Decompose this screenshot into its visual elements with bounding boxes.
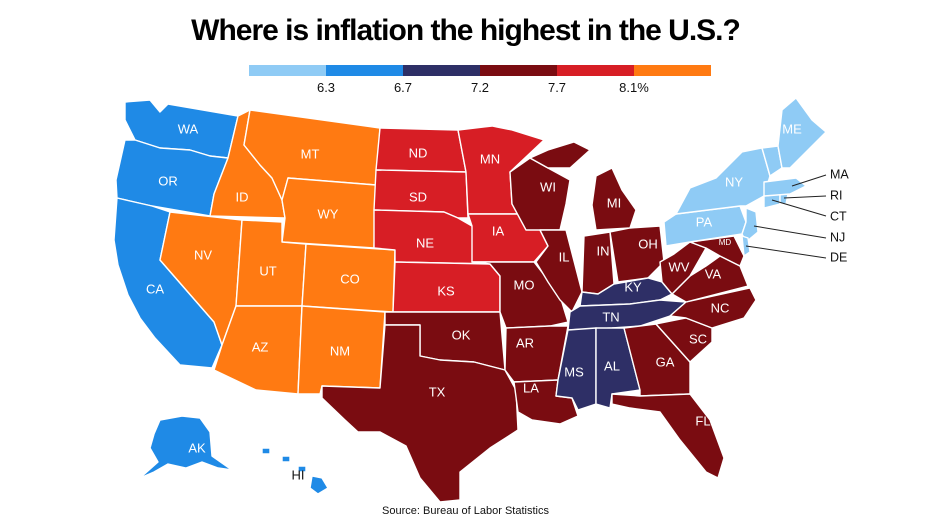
state-ak[interactable] bbox=[139, 415, 233, 479]
label-ma: MA bbox=[830, 167, 849, 181]
label-nc: NC bbox=[711, 300, 730, 315]
legend-tick-3: 7.2 bbox=[470, 80, 490, 95]
label-de: DE bbox=[830, 250, 847, 264]
label-nd: ND bbox=[409, 145, 428, 160]
label-ne: NE bbox=[416, 235, 434, 250]
label-ok: OK bbox=[452, 327, 471, 342]
state-hi-kauai[interactable] bbox=[261, 447, 271, 455]
state-hi-oahu[interactable] bbox=[281, 455, 291, 463]
state-tx[interactable] bbox=[321, 324, 519, 503]
label-nv: NV bbox=[194, 247, 212, 262]
state-ny[interactable] bbox=[675, 147, 771, 215]
label-sd: SD bbox=[409, 189, 427, 204]
state-md[interactable] bbox=[689, 235, 745, 267]
legend-swatch-2 bbox=[326, 65, 403, 76]
label-oh: OH bbox=[638, 236, 658, 251]
label-tn: TN bbox=[602, 309, 619, 324]
leader-ma bbox=[791, 174, 827, 187]
color-scale-legend bbox=[249, 65, 711, 76]
state-ma[interactable] bbox=[763, 177, 807, 197]
label-sc: SC bbox=[689, 331, 707, 346]
map-title: Where is inflation the highest in the U.… bbox=[191, 14, 741, 47]
label-wy: WY bbox=[318, 206, 339, 221]
label-ms: MS bbox=[564, 364, 584, 379]
label-mn: MN bbox=[480, 151, 500, 166]
label-nj: NJ bbox=[830, 230, 845, 244]
label-az: AZ bbox=[252, 339, 269, 354]
state-mi-up[interactable] bbox=[529, 141, 591, 169]
label-tx: TX bbox=[429, 384, 446, 399]
label-pa: PA bbox=[696, 214, 713, 229]
label-mi: MI bbox=[607, 195, 621, 210]
leader-de bbox=[745, 245, 827, 259]
legend-swatch-1 bbox=[249, 65, 326, 76]
legend-tick-labels: 6.3 6.7 7.2 7.7 8.1% bbox=[249, 80, 711, 100]
leader-ri bbox=[783, 195, 827, 199]
label-nm: NM bbox=[330, 343, 350, 358]
label-id: ID bbox=[236, 189, 249, 204]
label-hi: HI bbox=[292, 467, 305, 482]
label-in: IN bbox=[597, 243, 610, 258]
label-ks: KS bbox=[437, 283, 455, 298]
label-ca: CA bbox=[146, 281, 164, 296]
label-ct: CT bbox=[830, 209, 847, 223]
label-ri: RI bbox=[830, 188, 843, 202]
label-ga: GA bbox=[656, 354, 675, 369]
label-co: CO bbox=[340, 271, 360, 286]
label-ia: IA bbox=[492, 223, 505, 238]
state-hi-big[interactable] bbox=[309, 475, 329, 495]
label-ky: KY bbox=[624, 279, 642, 294]
label-ut: UT bbox=[259, 263, 276, 278]
label-me: ME bbox=[782, 121, 802, 136]
state-ar[interactable] bbox=[504, 325, 569, 383]
state-wv[interactable] bbox=[659, 241, 707, 295]
label-ny: NY bbox=[725, 174, 743, 189]
legend-swatch-4 bbox=[480, 65, 557, 76]
state-il[interactable] bbox=[535, 229, 583, 313]
label-wa: WA bbox=[178, 121, 199, 136]
label-mt: MT bbox=[301, 146, 320, 161]
legend-swatch-5 bbox=[557, 65, 634, 76]
label-la: LA bbox=[523, 380, 539, 395]
source-note: Source: Bureau of Labor Statistics bbox=[382, 505, 549, 517]
label-md: MD bbox=[719, 238, 732, 247]
label-ak: AK bbox=[188, 440, 206, 455]
label-wi: WI bbox=[540, 179, 556, 194]
label-va: VA bbox=[705, 266, 722, 281]
state-mi[interactable] bbox=[591, 167, 637, 231]
label-al: AL bbox=[604, 358, 620, 373]
state-fl[interactable] bbox=[611, 393, 725, 479]
label-fl: FL bbox=[695, 413, 710, 428]
leader-ct bbox=[771, 199, 827, 217]
legend-tick-1: 6.3 bbox=[316, 80, 336, 95]
label-or: OR bbox=[158, 173, 178, 188]
state-sc[interactable] bbox=[655, 317, 713, 363]
legend-swatch-6 bbox=[634, 65, 711, 76]
label-wv: WV bbox=[669, 259, 690, 274]
state-oh[interactable] bbox=[609, 225, 665, 283]
legend-tick-2: 6.7 bbox=[393, 80, 413, 95]
state-me[interactable] bbox=[777, 97, 827, 169]
state-hi-maui[interactable] bbox=[297, 465, 307, 473]
legend-swatch-3 bbox=[403, 65, 480, 76]
label-ar: AR bbox=[516, 335, 534, 350]
state-in[interactable] bbox=[581, 231, 615, 295]
legend-tick-4: 7.7 bbox=[547, 80, 567, 95]
label-mo: MO bbox=[514, 277, 535, 292]
legend-tick-5: 8.1% bbox=[619, 80, 649, 95]
label-il: IL bbox=[559, 249, 570, 264]
leader-nj bbox=[753, 225, 827, 239]
